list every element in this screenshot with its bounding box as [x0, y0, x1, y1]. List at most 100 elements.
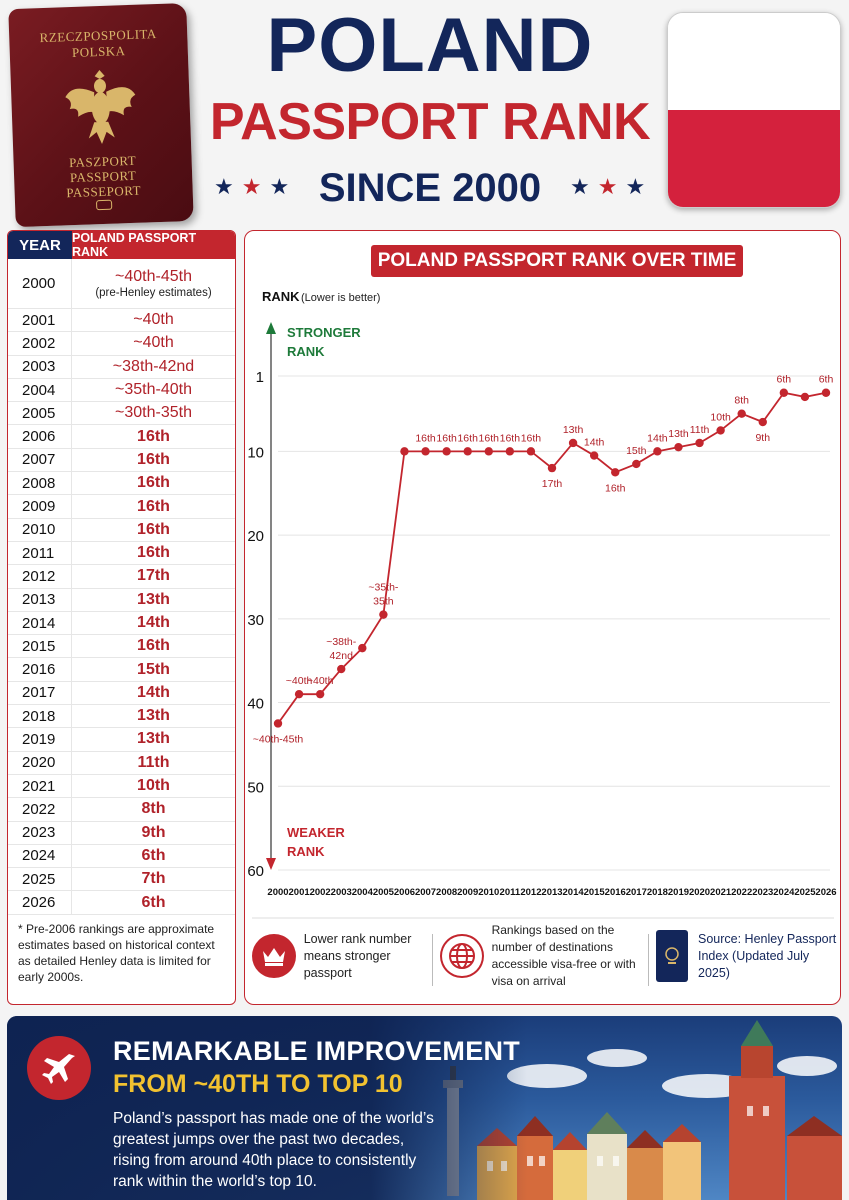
table-row: 2022 8th [8, 798, 235, 822]
table-row: 2002 ~40th [8, 332, 235, 356]
info-divider [432, 934, 433, 986]
x-tick-label: 2014 [563, 887, 585, 898]
table-cell-year: 2025 [8, 868, 72, 891]
chart-title: POLAND PASSPORT RANK OVER TIME [371, 245, 743, 277]
table-row: 2015 16th [8, 635, 235, 659]
rank-note: (pre-Henley estimates) [95, 287, 212, 299]
y-axis-label: RANK [262, 289, 300, 304]
rank-table: YEAR POLAND PASSPORT RANK 2000 ~40th-45th… [7, 230, 236, 1005]
data-label: 13th [668, 428, 689, 440]
table-row: 2007 16th [8, 448, 235, 473]
rank-value: 16th [137, 637, 170, 655]
table-cell-rank: 8th [72, 798, 235, 820]
table-cell-year: 2013 [8, 588, 72, 611]
info-item-2: Rankings based on the number of destinat… [440, 920, 640, 992]
rank-value: 16th [137, 497, 170, 515]
table-cell-rank: ~40th-45th (pre-Henley estimates) [72, 259, 235, 308]
rank-line-chart: RANK (Lower is better)1102030405060STRONG… [247, 289, 837, 919]
info-divider [648, 934, 649, 986]
stars-right-icon: ★★★ [570, 174, 654, 199]
table-cell-rank: ~35th-40th [72, 379, 235, 401]
data-point [800, 392, 810, 402]
stronger-label: STRONGER [287, 325, 361, 340]
rank-value: ~40th-45th [115, 268, 192, 285]
table-header: YEAR POLAND PASSPORT RANK [8, 231, 235, 259]
x-tick-label: 2009 [457, 887, 478, 898]
rank-value: 16th [137, 520, 170, 538]
table-cell-year: 2006 [8, 425, 72, 448]
col-rank-header: POLAND PASSPORT RANK [72, 231, 235, 259]
data-point [526, 447, 536, 456]
table-row: 2005 ~30th-35th [8, 402, 235, 426]
rank-value: 15th [137, 660, 170, 678]
down-arrow-icon [266, 858, 276, 870]
table-cell-rank: 11th [72, 752, 235, 774]
info-item-3: Source: Henley Passport Index (Updated J… [656, 920, 838, 992]
table-cell-rank: 13th [72, 705, 235, 727]
table-row: 2012 17th [8, 565, 235, 589]
title-line3: SINCE 2000 [318, 166, 542, 210]
table-cell-year: 2000 [8, 259, 72, 308]
data-label: 42nd [330, 650, 354, 662]
data-label: 10th [710, 411, 731, 423]
table-cell-rank: 14th [72, 682, 235, 704]
rank-value: 17th [137, 567, 170, 585]
x-tick-label: 2016 [605, 887, 626, 898]
rank-value: 16th [137, 450, 170, 468]
data-point [442, 447, 451, 456]
x-tick-label: 2007 [415, 887, 436, 898]
table-cell-year: 2011 [8, 541, 72, 565]
chart-panel: POLAND PASSPORT RANK OVER TIME [244, 230, 841, 1005]
table-row: 2019 13th [8, 728, 235, 752]
data-point [400, 447, 409, 456]
data-point [337, 664, 346, 674]
data-point [737, 409, 746, 418]
table-cell-year: 2014 [8, 611, 72, 635]
data-label: 16th [500, 432, 521, 444]
stronger-label-2: RANK [287, 344, 325, 359]
title-line2: PASSPORT RANK [209, 93, 651, 151]
table-cell-year: 2024 [8, 844, 72, 868]
up-arrow-icon [266, 322, 276, 334]
x-tick-label: 2003 [331, 887, 352, 898]
data-label: 16th [479, 432, 500, 444]
data-point [379, 610, 388, 619]
table-row: 2006 16th [8, 425, 235, 449]
table-cell-rank: ~38th-42nd [72, 356, 235, 378]
data-label: 16th [605, 482, 626, 494]
y-tick-label: 40 [247, 696, 264, 713]
table-cell-year: 2017 [8, 681, 72, 705]
table-cell-rank: ~40th [72, 332, 235, 354]
table-cell-year: 2018 [8, 705, 72, 728]
x-tick-label: 2000 [267, 887, 288, 898]
table-row: 2014 14th [8, 611, 235, 636]
table-cell-rank: 13th [72, 728, 235, 750]
x-tick-label: 2019 [668, 887, 689, 898]
y-axis-note: (Lower is better) [301, 292, 380, 304]
table-row: 2025 7th [8, 868, 235, 892]
rank-value: ~35th-40th [115, 381, 192, 399]
data-label: 14th [584, 437, 605, 449]
banner-heading-2: FROM ~40TH TO TOP 10 [113, 1070, 403, 1098]
rank-value: ~30th-35th [115, 404, 192, 422]
banner-body: Poland’s passport has made one of the wo… [113, 1110, 434, 1190]
table-footnote: * Pre-2006 rankings are approximate esti… [18, 922, 215, 984]
data-label: 8th [734, 395, 749, 407]
weaker-label: WEAKER [287, 825, 345, 840]
table-row: 2016 15th [8, 658, 235, 682]
table-cell-rank: 6th [72, 891, 235, 913]
x-tick-label: 2005 [373, 887, 395, 898]
data-point [547, 463, 557, 473]
data-label: 17th [542, 478, 563, 490]
globe-icon [440, 934, 484, 978]
table-cell-rank: 13th [72, 589, 235, 611]
data-point [695, 438, 704, 448]
table-cell-rank: 14th [72, 612, 235, 634]
table-cell-year: 2023 [8, 821, 72, 844]
table-cell-rank: ~40th [72, 309, 235, 331]
table-cell-year: 2015 [8, 635, 72, 658]
rank-value: 13th [137, 590, 170, 608]
x-tick-label: 2012 [520, 887, 541, 898]
rank-value: 9th [141, 823, 166, 841]
x-tick-label: 2017 [626, 887, 647, 898]
